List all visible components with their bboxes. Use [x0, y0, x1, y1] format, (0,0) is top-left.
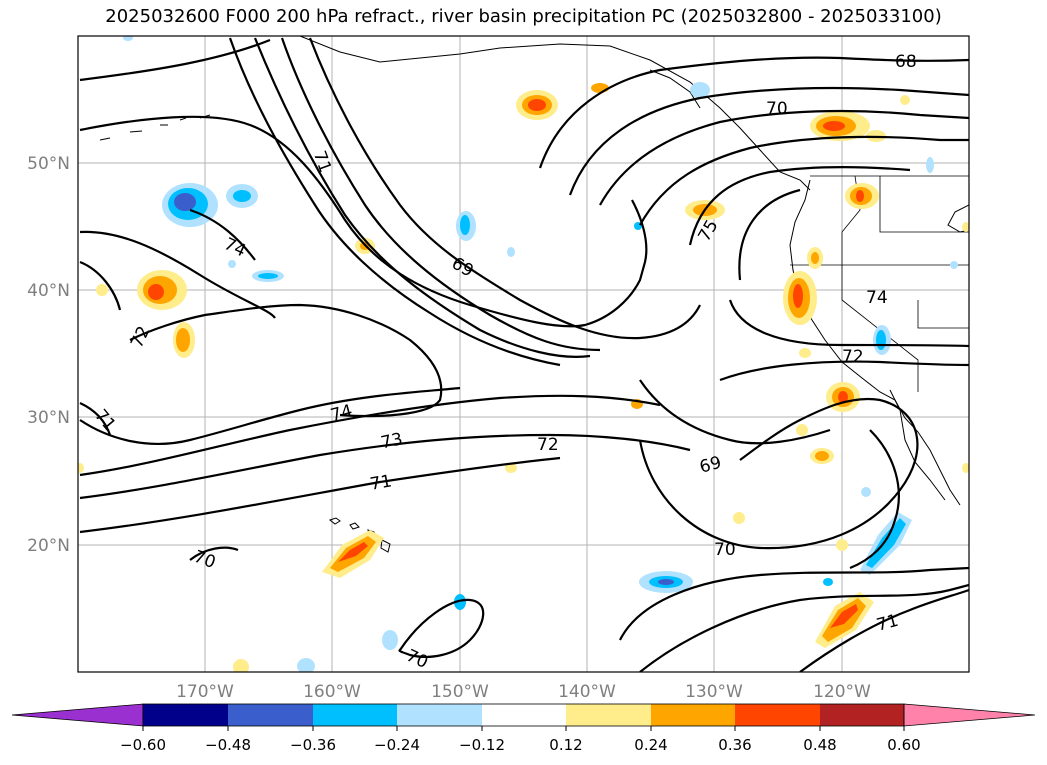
lon-label: 130°W: [685, 682, 743, 702]
lat-label: 50°N: [27, 154, 70, 174]
colorbar: −0.60 −0.48 −0.36 −0.24 −0.12 0.12 0.24 …: [11, 703, 1036, 754]
colorbar-tick-label: 0.24: [634, 736, 667, 754]
colorbar-bin: [313, 704, 397, 726]
colorbar-bin: [735, 704, 820, 726]
lon-label: 170°W: [176, 682, 234, 702]
map-panel: [78, 36, 969, 672]
map-title: 2025032600 F000 200 hPa refract., river …: [105, 6, 942, 27]
colorbar-tick-label: 0.60: [887, 736, 920, 754]
latitude-labels: 50°N 40°N 30°N 20°N: [27, 154, 70, 556]
longitude-labels: 170°W 160°W 150°W 140°W 130°W 120°W: [176, 682, 871, 702]
lon-label: 140°W: [558, 682, 616, 702]
lat-label: 40°N: [27, 281, 70, 301]
colorbar-tick-label: −0.36: [290, 736, 336, 754]
map-border: [77, 35, 970, 673]
graticule: [78, 36, 969, 672]
colorbar-bin: [820, 704, 904, 726]
lon-label: 150°W: [431, 682, 489, 702]
positive-anomalies: [78, 83, 969, 672]
colorbar-tick-label: −0.24: [374, 736, 420, 754]
colorbar-bin: [482, 704, 566, 726]
lon-label: 160°W: [303, 682, 361, 702]
contour-label: 68: [895, 52, 917, 72]
colorbar-extend-max: [903, 703, 1036, 727]
contour-label: 73: [379, 429, 404, 453]
contour-label: 70: [766, 99, 788, 119]
colorbar-tick-label: −0.12: [459, 736, 505, 754]
refractivity-contours: [79, 37, 969, 672]
negative-anomalies: [123, 36, 958, 672]
contour-label: 72: [842, 347, 864, 367]
colorbar-extend-min: [11, 703, 144, 727]
colorbar-tick-label: −0.60: [120, 736, 166, 754]
contour-label: 70: [714, 540, 736, 560]
colorbar-bin: [566, 704, 651, 726]
contour-label: 71: [369, 471, 394, 494]
colorbar-bin: [228, 704, 313, 726]
colorbar-bin: [143, 704, 228, 726]
lat-label: 20°N: [27, 536, 70, 556]
contour-label: 74: [866, 288, 888, 308]
colorbar-tick-label: −0.48: [205, 736, 251, 754]
colorbar-bin: [651, 704, 735, 726]
colorbar-tick-label: 0.36: [718, 736, 751, 754]
colorbar-tick-label: 0.12: [549, 736, 582, 754]
lat-label: 30°N: [27, 408, 70, 428]
colorbar-tick-label: 0.48: [803, 736, 836, 754]
contour-label: 72: [537, 435, 559, 455]
lon-label: 120°W: [813, 682, 871, 702]
colorbar-bin: [397, 704, 482, 726]
